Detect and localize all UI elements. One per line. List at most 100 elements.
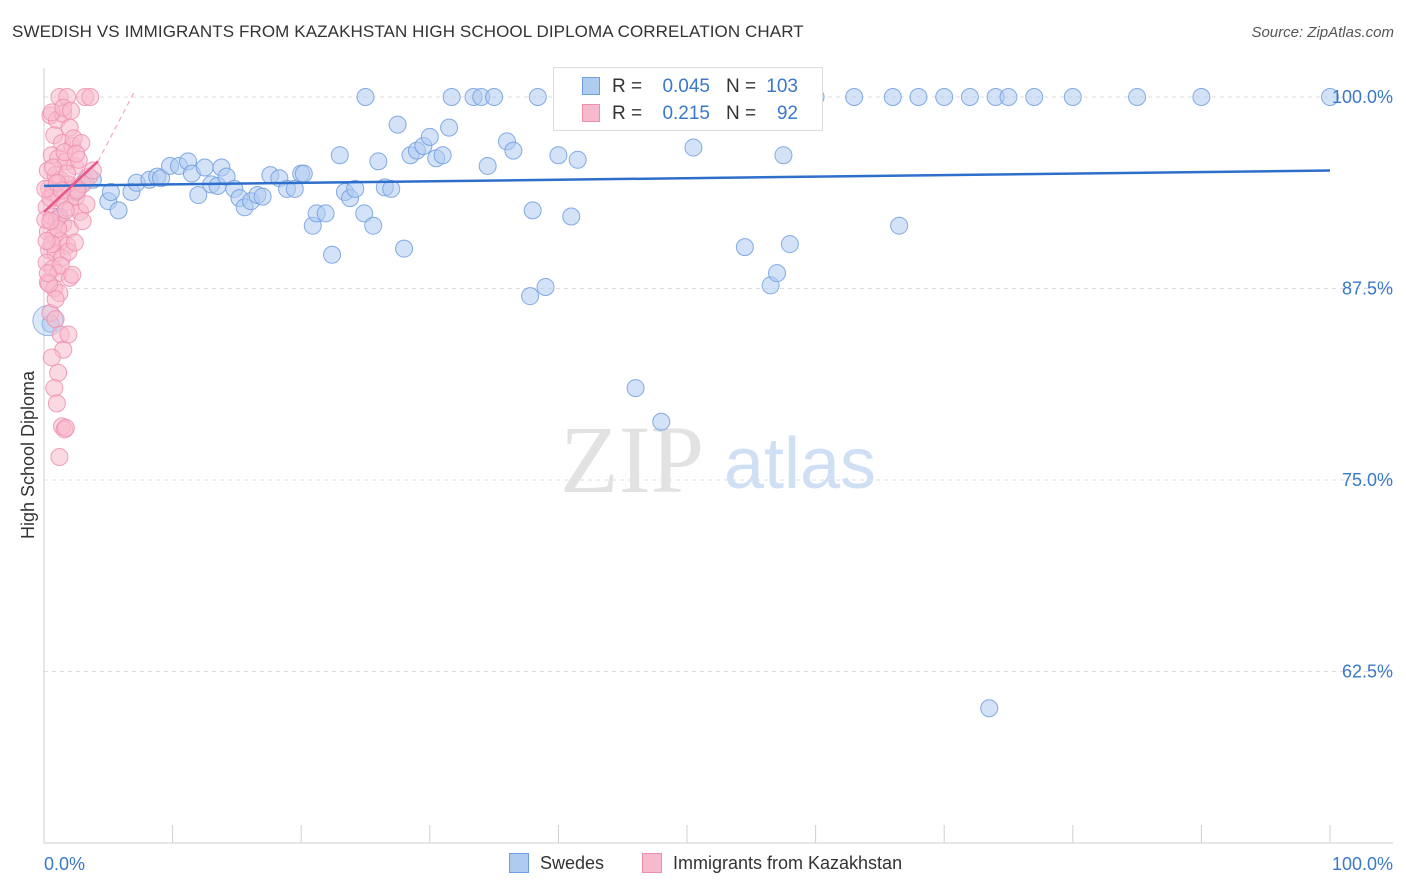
swedes-point — [626, 379, 645, 398]
swedes-point — [433, 146, 452, 165]
n-label: N = — [726, 76, 757, 97]
swedes-point — [109, 201, 128, 220]
swedes-point — [395, 239, 414, 258]
swedes-point — [294, 164, 313, 183]
swedes-point — [485, 88, 504, 106]
kazakhstan-point — [42, 348, 61, 367]
chart-title: SWEDISH VS IMMIGRANTS FROM KAZAKHSTAN HI… — [12, 22, 804, 41]
swedes-point — [523, 201, 542, 220]
kazakhstan-point — [62, 101, 81, 120]
y-tick-label: 87.5% — [1342, 279, 1393, 299]
watermark-atlas: atlas — [724, 424, 876, 504]
swedes-point — [316, 204, 335, 223]
y-tick-label: 62.5% — [1342, 662, 1393, 682]
swedes-point — [1128, 88, 1147, 106]
r-label: R = — [612, 103, 643, 124]
n-label: N = — [726, 103, 757, 124]
kazakhstan-point — [45, 379, 64, 398]
kazakhstan-trend-line — [43, 160, 99, 213]
n-value: 92 — [776, 103, 798, 124]
swedes-point — [935, 88, 954, 106]
swedes-point — [768, 264, 787, 283]
swedes-point — [382, 179, 401, 198]
swedes-point — [504, 141, 523, 160]
kazakhstan-point — [63, 265, 82, 284]
swedes-point — [684, 138, 703, 157]
swedes-point — [364, 216, 383, 235]
kazakhstan-point — [38, 264, 57, 283]
y-tick-labels: 100.0% 87.5% 75.0% 62.5% — [1332, 87, 1393, 682]
swedes-point — [323, 245, 342, 264]
r-value: 0.045 — [662, 76, 710, 97]
swedes-point — [549, 146, 568, 165]
swedes-point — [330, 146, 349, 165]
watermark-zip: ZIP — [560, 406, 704, 513]
y-axis-label: High School Diploma — [18, 370, 38, 539]
n-value: 103 — [766, 76, 798, 97]
swedes-point — [960, 88, 979, 106]
swedes-point — [195, 158, 214, 177]
swedes-point — [1321, 88, 1339, 106]
kazakhstan-point — [67, 144, 86, 163]
swedes-trend-line — [43, 169, 1331, 188]
swedes-point — [101, 182, 120, 201]
r-label: R = — [612, 76, 643, 97]
swedes-point — [999, 88, 1018, 106]
swedes-point — [568, 150, 587, 169]
swedes-point — [253, 187, 272, 206]
x-tick-label-min: 0.0% — [44, 854, 85, 874]
legend-swatch-swedes — [509, 853, 529, 873]
y-tick-label: 75.0% — [1342, 470, 1393, 490]
source-label: Source: ZipAtlas.com — [1251, 24, 1394, 41]
r-value: 0.215 — [662, 103, 710, 124]
kazakhstan-point — [56, 201, 75, 220]
kazakhstan-point — [56, 418, 75, 437]
swedes-point — [388, 115, 407, 134]
kazakhstan-trend-extension — [97, 92, 135, 162]
swedes-point — [562, 207, 581, 226]
swedes-point — [1063, 88, 1082, 106]
swedes-point — [528, 88, 547, 106]
swedes-point — [440, 118, 459, 137]
swedes-point — [735, 238, 754, 257]
kazakhstan-point — [83, 161, 102, 180]
swedes-point — [478, 156, 497, 175]
kazakhstan-point — [65, 233, 84, 252]
swedes-point — [355, 204, 374, 223]
kazakhstan-point — [73, 212, 92, 231]
swedes-point — [883, 88, 902, 106]
swedes-point — [356, 88, 375, 106]
kazakhstan-point — [77, 195, 96, 214]
kazakhstan-point — [59, 325, 78, 344]
kazakhstan-point — [46, 310, 65, 329]
x-tick-label-max: 100.0% — [1332, 854, 1393, 874]
swedes-point — [780, 235, 799, 254]
swedes-point — [1192, 88, 1211, 106]
swedes-point — [890, 216, 909, 235]
swedes-point — [845, 88, 864, 106]
legend-swatch-kazakhstan — [642, 853, 662, 873]
swedes-point — [652, 412, 671, 431]
swedes-point — [980, 699, 999, 718]
stats-legend: R = 0.045 N = 103 R = 0.215 N = 92 — [553, 67, 823, 131]
legend-label-swedes: Swedes — [540, 853, 605, 873]
swedes-point — [285, 179, 304, 198]
swedes-point — [369, 152, 388, 171]
kazakhstan-point — [50, 448, 69, 467]
swedes-point — [774, 146, 793, 165]
series-kazakhstan — [36, 88, 102, 467]
kazakhstan-point — [37, 232, 56, 251]
kazakhstan-point — [47, 394, 66, 413]
swedes-point — [521, 287, 540, 306]
kazakhstan-point — [41, 212, 60, 231]
series-legend: Swedes Immigrants from Kazakhstan — [0, 851, 1406, 879]
trend-lines — [43, 92, 1331, 213]
watermark: ZIP atlas — [560, 406, 876, 513]
legend-label-kazakhstan: Immigrants from Kazakhstan — [673, 853, 903, 873]
swedes-point — [442, 88, 461, 106]
swedes-point — [189, 186, 208, 205]
y-tick-label: 100.0% — [1332, 87, 1393, 107]
swedes-point — [346, 179, 365, 198]
kazakhstan-swatch — [582, 104, 600, 122]
